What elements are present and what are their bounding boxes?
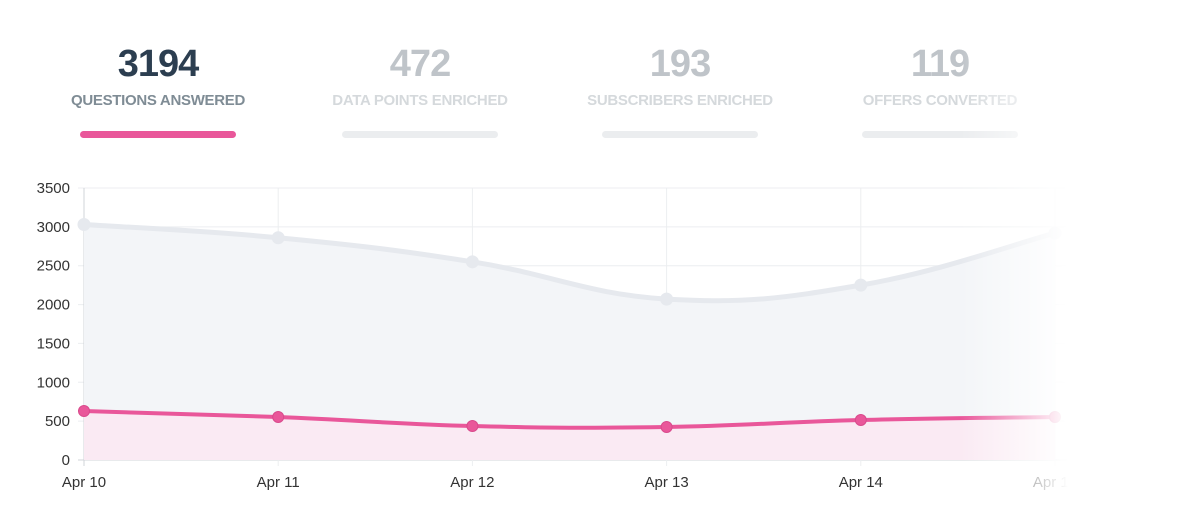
y-tick-label: 1000 bbox=[37, 374, 70, 391]
series-area-0 bbox=[84, 224, 1055, 460]
y-tick-label: 1500 bbox=[37, 335, 70, 352]
stat-value: 193 bbox=[649, 43, 711, 85]
stat-tab-0[interactable]: 3194 QUESTIONS ANSWERED bbox=[28, 42, 288, 138]
data-point bbox=[271, 231, 285, 245]
y-tick-label: 2500 bbox=[37, 258, 70, 275]
data-point bbox=[465, 255, 479, 269]
right-fade-overlay bbox=[960, 0, 1200, 516]
stat-tab-1[interactable]: 472 DATA POINTS ENRICHED bbox=[290, 42, 550, 138]
x-tick-label: Apr 13 bbox=[644, 474, 688, 491]
stat-label: QUESTIONS ANSWERED bbox=[70, 92, 246, 109]
x-tick-label: Apr 10 bbox=[62, 474, 106, 491]
data-point bbox=[272, 411, 285, 424]
stat-value: 3194 bbox=[117, 43, 200, 85]
y-tick-label: 0 bbox=[62, 452, 70, 469]
data-point bbox=[854, 413, 867, 426]
data-point bbox=[854, 278, 868, 292]
x-tick-label: Apr 14 bbox=[839, 474, 883, 491]
data-point bbox=[466, 420, 479, 433]
data-point bbox=[77, 218, 91, 232]
stat-value: 472 bbox=[389, 43, 451, 85]
stat-tab-2[interactable]: 193 SUBSCRIBERS ENRICHED bbox=[550, 42, 810, 138]
data-point bbox=[660, 420, 673, 433]
data-point bbox=[660, 292, 674, 306]
y-tick-label: 3500 bbox=[37, 180, 70, 197]
stat-indicator bbox=[862, 131, 1018, 138]
y-tick-label: 500 bbox=[45, 413, 70, 430]
data-point bbox=[78, 405, 90, 418]
stat-indicator bbox=[602, 131, 758, 138]
stat-indicator bbox=[342, 131, 498, 138]
x-tick-label: Apr 11 bbox=[257, 474, 300, 491]
stat-indicator bbox=[80, 131, 236, 138]
stat-label: DATA POINTS ENRICHED bbox=[332, 92, 508, 109]
stat-label: SUBSCRIBERS ENRICHED bbox=[587, 92, 773, 109]
series-line-0 bbox=[83, 222, 1056, 304]
x-tick-label: Apr 12 bbox=[450, 474, 494, 491]
y-tick-label: 3000 bbox=[37, 219, 70, 236]
series-line-1 bbox=[83, 409, 1056, 430]
line-chart: 0 500 1000 1500 2000 2500 3000 3500 Apr 10 Apr 11… bbox=[37, 180, 1080, 491]
y-tick-label: 2000 bbox=[37, 297, 70, 314]
